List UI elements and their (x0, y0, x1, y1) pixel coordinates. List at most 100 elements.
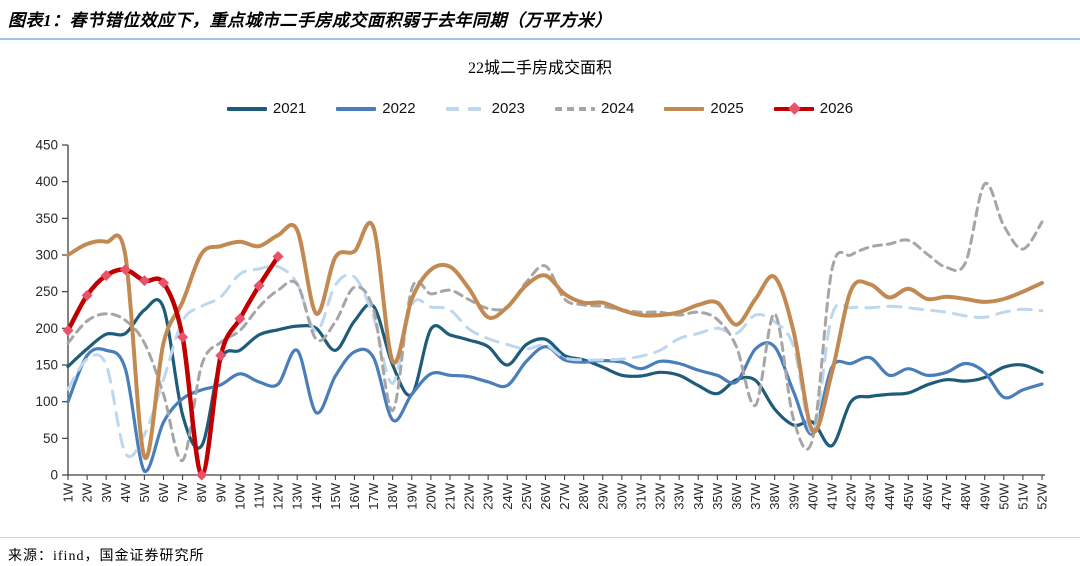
x-tick-label: 10W (232, 482, 247, 509)
y-tick-label: 50 (43, 431, 58, 446)
x-tick-label: 12W (271, 482, 286, 509)
x-tick-label: 11W (252, 482, 267, 508)
series-line-2024 (66, 181, 1044, 462)
diamond-marker (196, 469, 208, 481)
x-tick-label: 16W (347, 482, 362, 509)
x-tick-label: 30W (614, 482, 629, 509)
x-tick-label: 47W (939, 482, 954, 509)
x-tick-label: 39W (786, 482, 801, 509)
axis-lines (67, 145, 1045, 476)
diamond-marker (234, 313, 246, 325)
title-divider (0, 38, 1080, 40)
x-tick-label: 43W (863, 482, 878, 509)
x-tick-label: 29W (595, 482, 610, 509)
x-tick-label: 31W (633, 482, 648, 509)
x-tick-label: 21W (443, 482, 458, 509)
x-tick-label: 32W (653, 482, 668, 509)
diamond-marker (157, 277, 169, 289)
legend-item-2022: 2022 (336, 100, 416, 117)
x-tick-label: 14W (309, 482, 324, 509)
x-tick-label: 13W (290, 482, 305, 509)
diamond-marker (253, 280, 265, 292)
diamond-marker (119, 264, 131, 276)
legend-label-2022: 2022 (382, 100, 416, 117)
x-tick-label: 3W (99, 482, 114, 502)
legend-swatch-2025 (664, 106, 705, 111)
x-tick-label: 19W (404, 482, 419, 509)
x-tick-label: 40W (805, 482, 820, 509)
x-tick-label: 26W (538, 482, 553, 509)
diamond-marker (100, 270, 112, 282)
x-tick-label: 35W (710, 482, 725, 509)
y-tick-label: 150 (35, 358, 58, 373)
x-tick-label: 36W (729, 482, 744, 509)
x-tick-label: 6W (156, 482, 171, 502)
legend-item-2021: 2021 (226, 100, 307, 117)
legend-label-2026: 2026 (819, 100, 854, 117)
diamond-marker (138, 275, 150, 287)
x-tick-label: 7W (175, 482, 190, 502)
y-tick-label: 100 (35, 394, 58, 409)
x-tick-label: 44W (882, 482, 897, 509)
y-tick-label: 400 (35, 174, 58, 189)
legend-item-2025: 2025 (664, 100, 744, 117)
x-tick-label: 45W (901, 482, 916, 509)
diamond-marker (177, 331, 189, 343)
x-tick-label: 48W (958, 482, 973, 509)
x-tick-label: 52W (1035, 482, 1050, 509)
x-tick-label: 1W (61, 482, 76, 502)
x-tick-label: 49W (977, 482, 992, 509)
x-tick-label: 28W (576, 482, 591, 509)
x-tick-label: 27W (557, 482, 572, 509)
x-tick-label: 42W (844, 482, 859, 509)
diamond-marker (215, 349, 227, 361)
legend-swatch-2024 (555, 106, 595, 111)
x-tick-label: 41W (824, 482, 839, 509)
x-tick-label: 9W (213, 482, 228, 502)
legend-swatch-2022 (336, 106, 377, 111)
legend-item-2026: 2026 (773, 100, 854, 117)
legend-swatch-2021 (226, 106, 267, 111)
x-tick-label: 4W (118, 482, 133, 502)
x-tick-label: 37W (748, 482, 763, 509)
x-tick-label: 18W (385, 482, 400, 509)
diamond-marker (272, 250, 284, 262)
legend-item-2023: 2023 (445, 100, 525, 117)
x-tick-label: 33W (672, 482, 687, 509)
legend-label-2024: 2024 (601, 100, 635, 117)
source-text: 来源：ifind，国金证券研究所 (8, 549, 205, 564)
x-tick-label: 38W (767, 482, 782, 509)
x-tick-label: 25W (519, 482, 534, 509)
series-line-2025 (66, 220, 1044, 461)
legend-label-2021: 2021 (272, 100, 307, 117)
y-tick-label: 250 (35, 284, 58, 299)
legend-swatch-2023 (445, 106, 486, 111)
y-tick-label: 0 (50, 468, 58, 483)
x-tick-label: 20W (423, 482, 438, 509)
y-tick-label: 350 (35, 211, 58, 226)
chart-canvas: 0 50 100 150 200 250 300 350 400 450 1W 2W 3W 4W 5W 6W 7… (35, 138, 1050, 510)
x-tick-label: 2W (80, 482, 95, 502)
legend-item-2024: 2024 (555, 100, 634, 117)
x-tick-label: 17W (366, 482, 381, 509)
x-tick-label: 15W (328, 482, 343, 509)
x-tick-label: 51W (1015, 482, 1030, 509)
x-tick-label: 50W (996, 482, 1011, 509)
legend-label-2025: 2025 (710, 100, 744, 117)
y-tick-label: 450 (35, 138, 58, 153)
legend-swatch-2026 (773, 101, 814, 115)
chart-legend: 2021 2022 2023 2024 2025 2026 (0, 100, 1080, 117)
x-tick-label: 23W (481, 482, 496, 509)
diamond-marker (62, 325, 74, 337)
x-tick-label: 5W (137, 482, 152, 502)
x-tick-label: 24W (500, 482, 515, 509)
x-tick-label: 22W (462, 482, 477, 509)
y-tick-label: 200 (35, 321, 58, 336)
diamond-marker (81, 289, 93, 301)
footer-divider (0, 537, 1080, 538)
legend-label-2023: 2023 (491, 100, 525, 117)
series-line-2023 (66, 264, 1044, 459)
x-tick-label: 8W (194, 482, 209, 502)
legend-diamond-icon (787, 101, 801, 115)
page-title: 图表1：春节错位效应下，重点城市二手房成交面积弱于去年同期（万平方米） (8, 11, 612, 30)
